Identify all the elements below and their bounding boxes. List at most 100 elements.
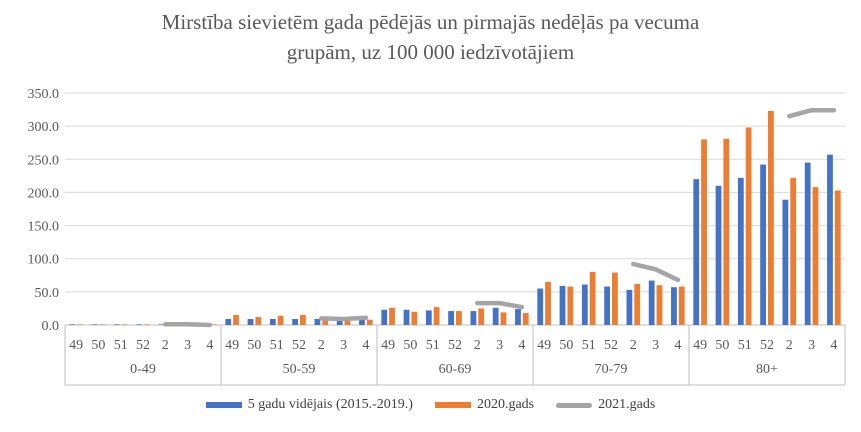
bar-avg (648, 280, 655, 325)
line-2021 (319, 315, 369, 322)
bar-2020 (589, 271, 596, 325)
bar-2020 (768, 110, 774, 325)
bar-2020 (255, 317, 262, 325)
week-tick-label: 3 (184, 338, 191, 353)
bar-2020 (634, 283, 641, 325)
week-tick-label: 49 (537, 338, 551, 353)
bar-avg (737, 177, 744, 325)
bar-2020 (678, 286, 685, 325)
week-tick-label: 52 (292, 338, 306, 353)
bar-avg (626, 289, 633, 325)
week-tick-label: 51 (270, 338, 284, 353)
week-tick-label: 51 (738, 338, 752, 353)
group-label: 60-69 (439, 362, 472, 377)
week-tick-label: 49 (693, 338, 707, 353)
bar-avg (782, 199, 789, 325)
bar-avg (269, 319, 276, 325)
bar-avg (247, 319, 254, 325)
week-tick-label: 2 (630, 338, 637, 353)
bar-2020 (77, 324, 83, 325)
y-tick-label: 200.0 (28, 186, 60, 201)
bar-2020 (567, 286, 574, 325)
bar-avg (559, 285, 566, 325)
legend-label-2020: 2020.gads (476, 397, 535, 412)
bar-2020 (277, 315, 284, 325)
week-tick-label: 50 (403, 338, 417, 353)
bar-2020 (701, 139, 707, 325)
legend-item-avg: 5 gadu vidējais (2015.-2019.) (205, 397, 413, 413)
bar-2020 (500, 312, 507, 325)
bar-2020 (433, 307, 440, 325)
y-tick-label: 300.0 (28, 120, 60, 135)
bar-avg (292, 319, 298, 325)
bar-avg (671, 287, 677, 325)
week-tick-label: 51 (426, 338, 440, 353)
legend-label-2021: 2021.gads (598, 397, 656, 412)
week-tick-label: 3 (808, 338, 815, 353)
bar-avg (225, 319, 232, 325)
bar-avg (314, 319, 321, 325)
bar-2020 (121, 324, 128, 325)
week-tick-label: 52 (604, 338, 618, 353)
bar-2020 (322, 319, 329, 325)
bar-avg (425, 310, 432, 325)
week-tick-label: 2 (474, 338, 481, 353)
bar-2020 (233, 315, 239, 325)
bar-2020 (834, 190, 841, 325)
bar-avg (136, 324, 142, 325)
bar-2020 (723, 138, 730, 325)
bar-avg (492, 307, 499, 325)
y-tick-label: 100.0 (28, 253, 60, 268)
bar-avg (403, 309, 410, 325)
chart-title-line-1: Mirstība sievietēm gada pēdējās un pirma… (161, 10, 700, 34)
bar-avg (381, 309, 388, 325)
week-tick-label: 3 (340, 338, 347, 353)
week-tick-label: 50 (715, 338, 729, 353)
week-tick-label: 50 (91, 338, 105, 353)
legend-label-avg: 5 gadu vidējais (2015.-2019.) (247, 397, 413, 412)
line-2021 (475, 300, 525, 310)
bar-avg (113, 324, 120, 325)
chart-legend: 5 gadu vidējais (2015.-2019.) 2020.gads … (0, 397, 861, 413)
week-tick-label: 49 (69, 338, 83, 353)
legend-swatch-2021 (556, 402, 593, 408)
bar-2020 (612, 272, 618, 325)
bar-avg (827, 154, 833, 325)
bar-avg (515, 309, 521, 325)
bar-avg (804, 162, 811, 325)
legend-swatch-avg (205, 402, 242, 408)
week-tick-label: 50 (247, 338, 261, 353)
bar-2020 (389, 307, 395, 325)
line-2021 (631, 261, 681, 283)
group-label: 0-49 (130, 362, 156, 377)
week-tick-label: 49 (225, 338, 239, 353)
bar-avg (760, 164, 766, 325)
bar-avg (448, 311, 454, 325)
bar-2020 (545, 281, 551, 325)
week-tick-label: 52 (448, 338, 462, 353)
bar-avg (581, 284, 588, 325)
bar-2020 (656, 285, 663, 325)
bar-avg (537, 288, 544, 325)
y-tick-label: 350.0 (28, 87, 60, 102)
bar-2020 (456, 311, 462, 325)
week-tick-label: 4 (674, 338, 681, 353)
bar-avg (158, 324, 165, 325)
bar-2020 (522, 313, 529, 325)
week-tick-label: 50 (559, 338, 573, 353)
bar-2020 (411, 311, 418, 325)
line-2021 (787, 107, 837, 119)
week-tick-label: 2 (786, 338, 793, 353)
bar-2020 (366, 319, 373, 325)
week-tick-label: 2 (318, 338, 325, 353)
y-tick-label: 0.0 (42, 319, 60, 334)
y-tick-label: 150.0 (28, 220, 60, 235)
week-tick-label: 3 (496, 338, 503, 353)
group-label: 70-79 (595, 362, 628, 377)
week-tick-label: 4 (518, 338, 525, 353)
y-tick-label: 50.0 (35, 286, 60, 301)
bar-2020 (745, 127, 752, 326)
week-tick-label: 2 (162, 338, 169, 353)
week-tick-label: 52 (760, 338, 774, 353)
